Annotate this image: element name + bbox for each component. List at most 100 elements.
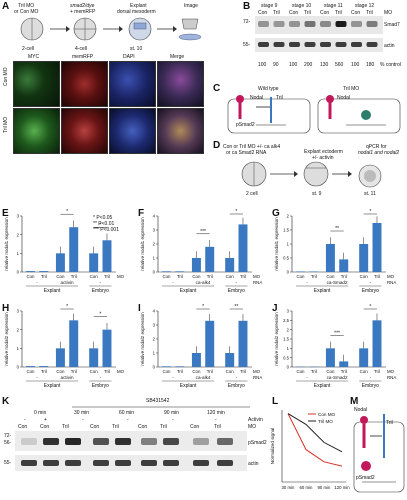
y-tick-label: 2 [287,327,290,332]
k-marker-55: 55- [4,460,12,466]
y-tick-label: 3 [153,228,156,233]
bar [69,320,79,367]
d-mid1: Explant ectoderm [304,149,343,155]
y-tick-label: 0 [287,365,290,370]
panel-label-i: I [138,303,141,314]
significance-mark: * [235,209,237,215]
significance-mark: * [66,304,68,310]
lane-label: Con [56,274,65,279]
lane-label: Con [162,369,171,374]
explant-label: Explant [130,3,147,9]
m-nodal-label: Nodal [354,407,368,413]
k-act-0: - [24,417,26,423]
treatment-label: activin [61,280,74,285]
y-tick-label: 2 [153,337,156,342]
bar [162,366,171,367]
y-axis-label: relative nodal1 expression [4,217,9,271]
k-mo-8: Tril [214,424,221,430]
image-tril-memrfp [61,108,108,154]
treatment-minus: - [36,375,38,380]
lane-label: Con [360,274,369,279]
mo-label: MO [117,274,125,279]
y-tick-label: 0.5 [283,355,289,360]
smad7-band [351,21,362,27]
chart-g: relative nodal1 expression00.511.52***Co… [274,209,396,294]
lane-label: Tril [341,274,347,279]
treatment-minus: - [100,280,102,285]
d-line1: Con or Tril MO +/- ca alk4 [223,144,281,150]
y-tick-label: 0 [287,270,290,275]
y-tick-label: 0 [153,365,156,370]
stage-st10: st. 10 [130,46,143,52]
stage12-label: stage 12 [355,3,375,9]
y-tick-label: 1 [153,256,156,261]
y-tick-label: 2 [17,232,20,237]
inject2-label: smad2/dye [70,3,95,9]
lane-8: Tril [366,10,373,16]
panel-l-chart: Normalized signal 30 min 60 min 90 min 120 m… [270,410,350,490]
psmad2-band [115,438,131,445]
microscope-icon [181,18,199,30]
k-mo-5: Con [138,424,148,430]
rna-label: RNA [253,375,262,380]
d-stage2: st. 9 [312,191,322,197]
marker-72: 72- [243,19,251,25]
y-tick-label: 2 [17,327,20,332]
lane-label: Tril [207,274,213,279]
treatment-minus: - [100,375,102,380]
lane-label: Con [162,274,171,279]
pct-6: 560 [335,62,344,68]
d-stage3: st. 11 [364,191,376,197]
x-tick-label: 90 min [318,485,332,490]
k-act-2: - [82,417,84,423]
lane-label: Con [226,274,235,279]
pct-7: 100 [351,62,360,68]
bar [325,244,335,272]
lane-4: Tril [304,10,311,16]
lane-label: Con [26,369,35,374]
y-tick-label: 2.5 [283,318,289,323]
lane-label: Tril [240,274,246,279]
significance-mark: * [369,209,371,215]
lane-label: Con [26,274,35,279]
panel-m-cell [353,414,405,493]
stage11-label: stage 11 [324,3,343,9]
treatment-minus: - [172,280,174,285]
band-smad7-label: Smad7 [384,22,400,28]
group-embryo: Embryo [228,288,245,294]
group-explant: Explant [180,288,197,294]
sig-legend-3: *** P<0.001 [93,227,119,233]
actin-band [21,460,37,466]
lane-label: Tril [374,274,380,279]
panel-label-l: L [272,396,279,407]
bar [296,271,305,272]
panel-b-bands [255,16,383,52]
bar [69,227,79,272]
c-wildtype-label: Wild type [258,86,279,92]
y-axis-label: Normalized signal [270,428,275,465]
k-mo-4: Tril [112,424,119,430]
treatment-label: activin [61,375,74,380]
y-tick-label: 1 [287,242,290,247]
lane-label: Tril [104,274,110,279]
bar [175,271,185,272]
lane-label: Tril [104,369,110,374]
sig-legend-2: ** P<0.01 [93,221,115,227]
d-stage1: 2 cell [246,191,258,197]
bar [339,259,349,272]
bar [325,348,335,367]
pct-4: 200 [304,62,313,68]
chart-h: relative nodal2 expression 0 1 2 3 * * Con Tril C… [4,304,125,389]
group-embryo: Embryo [362,288,379,294]
bar [89,253,99,272]
panel-label-m: M [350,396,359,407]
lane-2: Tril [273,10,280,16]
image-con-dapi [109,61,156,107]
bar [359,348,369,367]
rna-label: RNA [253,280,262,285]
y-tick-label: 1 [17,251,20,256]
panel-a-embryos [20,17,202,41]
y-tick-label: 0 [17,270,20,275]
col-memrfp: memRFP [72,54,94,60]
lane-label: Tril [71,369,77,374]
